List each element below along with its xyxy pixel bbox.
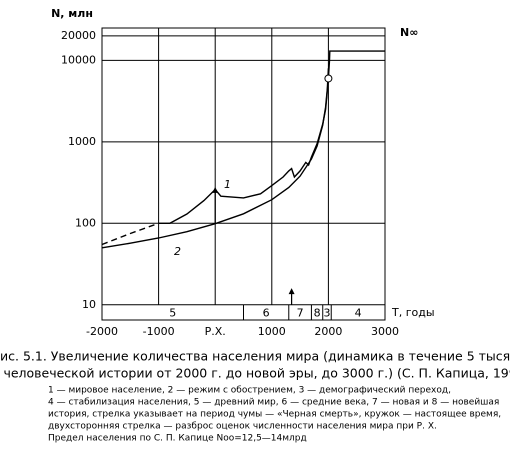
y-tick-label: 1000 [68,135,96,148]
series-line [101,68,330,249]
y-tick-label: 20000 [61,29,96,42]
present-marker [324,74,333,83]
period-label: 4 [355,306,362,319]
note-line: 4 — стабилизация населения, 5 — древний … [48,398,499,408]
x-tick-label: 2000 [314,325,342,338]
y-axis-title: N, млн [51,7,93,20]
period-label: 8 [314,306,321,319]
arrow-head [212,186,219,193]
plot-frame [101,27,386,321]
x-tick-label: 3000 [371,325,399,338]
y-tick-label: 100 [75,216,96,229]
series-label: 1 [224,178,231,191]
x-tick-label: 1000 [258,325,286,338]
x-tick-label: -2000 [86,325,118,338]
series-label: 2 [174,245,181,258]
period-label: 3 [323,306,330,319]
arrow-head [288,288,295,295]
y-tick-label: 10000 [61,53,96,66]
x-axis-title: T, годы [391,306,435,319]
series-line [327,50,385,79]
limit-label: N∞ [400,26,418,39]
caption-line: лет человеческой истории от 2000 г. до н… [0,366,510,381]
x-tick-label: Р.Х. [205,325,226,338]
caption-line: Рис. 5.1. Увеличение количества населени… [0,349,510,364]
y-tick-label: 10 [82,298,96,311]
period-label: 7 [297,306,304,319]
note-line: Предел населения по С. П. Капице Noo=12,… [48,434,307,444]
note-line: 1 — мировое население, 2 — режим с обост… [48,386,451,396]
x-tick-label: -1000 [143,325,175,338]
series-line [158,78,330,224]
period-label: 5 [169,306,176,319]
series-line [101,222,159,246]
period-label: 6 [263,306,270,319]
note-line: история, стрелка указывает на период чум… [48,410,501,420]
note-line: двухсторонняя стрелка — разброс оценок ч… [48,422,437,432]
